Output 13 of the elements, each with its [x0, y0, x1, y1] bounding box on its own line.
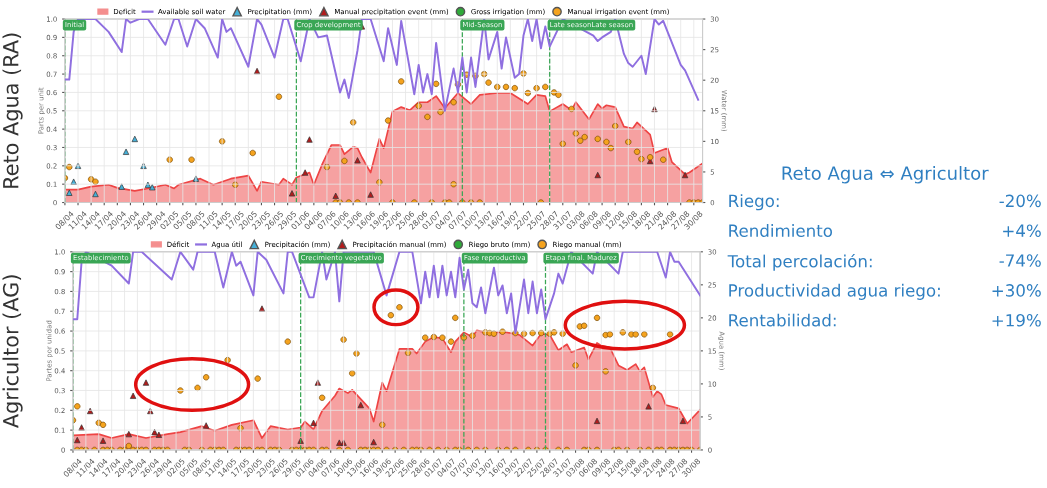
text: Productividad agua riego: [729, 283, 940, 300]
text: -20% [999, 194, 1041, 208]
text: Rendimiento [729, 224, 833, 237]
text: -74% [999, 254, 1041, 267]
text: +4% [1003, 224, 1041, 237]
text: Agricultor (AG) [2, 275, 23, 429]
text: Riego: [729, 194, 779, 211]
text: Reto Agua ⇔ Agricultor [782, 166, 989, 184]
text: Rentabilidad: [729, 313, 836, 327]
text: +30% [992, 284, 1041, 297]
text: +19% [992, 313, 1041, 327]
text: Total percolación: [727, 253, 872, 271]
text: Reto Agua (RA) [2, 33, 23, 188]
